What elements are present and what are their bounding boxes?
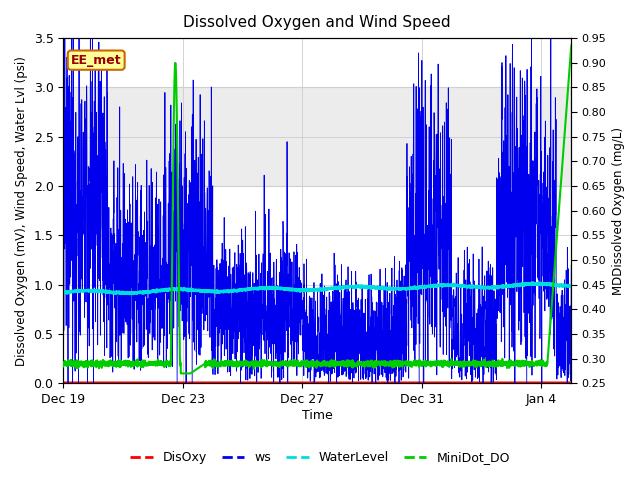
Y-axis label: MDDissolved Oxygen (mg/L): MDDissolved Oxygen (mg/L) <box>612 127 625 295</box>
Text: EE_met: EE_met <box>71 54 122 67</box>
X-axis label: Time: Time <box>302 409 333 422</box>
Legend: DisOxy, ws, WaterLevel, MiniDot_DO: DisOxy, ws, WaterLevel, MiniDot_DO <box>125 446 515 469</box>
Title: Dissolved Oxygen and Wind Speed: Dissolved Oxygen and Wind Speed <box>184 15 451 30</box>
Bar <box>63 87 572 186</box>
Y-axis label: Dissolved Oxygen (mV), Wind Speed, Water Lvl (psi): Dissolved Oxygen (mV), Wind Speed, Water… <box>15 56 28 366</box>
